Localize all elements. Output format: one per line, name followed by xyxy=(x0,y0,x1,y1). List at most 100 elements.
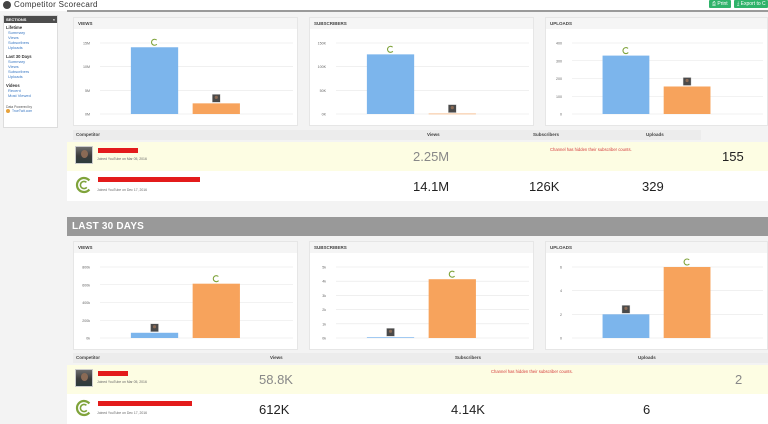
download-icon: ⤓ xyxy=(737,1,740,7)
tick-label: 600k xyxy=(82,283,90,287)
chart-title: VIEWS xyxy=(74,242,297,253)
bar xyxy=(366,54,415,114)
joined-date: Joined YouTube on Dec 17, 2016 xyxy=(97,188,148,192)
col-uploads: Uploads xyxy=(646,132,664,137)
table-row[interactable]: Joined YouTube on Dec 17, 2016 14.1M 126… xyxy=(67,171,768,201)
bar xyxy=(366,337,415,338)
powered-by-link-label: TrueTwit.com xyxy=(12,109,33,113)
tick-label: 100K xyxy=(318,65,327,69)
bar xyxy=(130,332,179,338)
col-views: Views xyxy=(427,132,440,137)
last30-uploads-chart: UPLOADS 6 4 2 0 xyxy=(545,241,768,350)
views-value: 612K xyxy=(259,402,290,417)
sidebar-item-uploads-30[interactable]: Uploads xyxy=(8,74,23,79)
sidebar-item-uploads[interactable]: Uploads xyxy=(8,45,23,50)
sidebar-item-subscribers[interactable]: Subscribers xyxy=(8,40,30,45)
avatar-face xyxy=(685,78,689,83)
sidebar-item-summary[interactable]: Summary xyxy=(8,30,26,35)
col-uploads: Uploads xyxy=(638,355,656,360)
collapse-icon[interactable]: « xyxy=(52,17,55,22)
chart-title: UPLOADS xyxy=(546,242,767,253)
tick-label: 2k xyxy=(322,308,326,312)
views-chart-svg: 15M 10M 5M 0M xyxy=(83,38,293,117)
subscribers-chart-svg: 5k 4k 3k 2k 1k 0k xyxy=(322,266,529,341)
logo-ring xyxy=(622,47,630,55)
views-chart-svg: 800k 600k 400k 200k 0k xyxy=(82,266,293,341)
col-subscribers: Subscribers xyxy=(533,132,560,137)
chart-title: UPLOADS xyxy=(546,18,767,29)
top-bar: Competitor Scorecard ⎙ Print ⤓ Export to… xyxy=(0,0,768,11)
uploads-value: 329 xyxy=(642,179,664,194)
table-row[interactable]: Joined YouTube on Mar 05, 2016 58.8K Cha… xyxy=(67,365,768,394)
tick-label: 400 xyxy=(556,42,562,46)
table-row[interactable]: Joined YouTube on Mar 05, 2016 2.25M Cha… xyxy=(67,142,768,171)
sidebar-item-most-viewed[interactable]: Most Viewed xyxy=(8,93,31,98)
data-powered-by: Data Powered by xyxy=(6,105,33,109)
views-value: 2.25M xyxy=(413,149,450,164)
c-logo-icon xyxy=(212,274,221,283)
tick-label: 3k xyxy=(322,294,326,298)
redacted-channel-name xyxy=(98,177,200,182)
bar xyxy=(192,283,240,338)
tick-label: 2 xyxy=(560,313,562,317)
chart-title: VIEWS xyxy=(74,18,297,29)
sidebar-item-views[interactable]: Views xyxy=(8,35,19,40)
icon-bg xyxy=(448,270,457,279)
subscribers-hidden-note: Channel has hidden their subscriber coun… xyxy=(491,369,573,374)
export-button[interactable]: ⤓ Export to C xyxy=(734,0,768,8)
tick-label: 50K xyxy=(320,89,327,93)
c-logo-icon xyxy=(75,399,93,417)
sidebar-group-last30: Last 30 Days xyxy=(6,54,32,59)
avatar xyxy=(75,146,93,164)
avatar-icon xyxy=(386,328,395,337)
redacted-channel-name xyxy=(98,371,128,376)
c-logo-icon xyxy=(386,45,395,54)
sidebar-item-views-30[interactable]: Views xyxy=(8,64,19,69)
logo-ring xyxy=(212,275,220,283)
avatar-icon xyxy=(448,104,457,113)
avatar-face xyxy=(624,306,628,310)
tick-label: 200 xyxy=(556,77,562,81)
subscribers-value: 126K xyxy=(529,179,560,194)
c-logo-icon xyxy=(150,38,159,47)
tick-label: 150K xyxy=(318,42,327,46)
joined-date: Joined YouTube on Mar 05, 2016 xyxy=(97,380,147,384)
bar xyxy=(663,267,711,338)
sidebar-item-subscribers-30[interactable]: Subscribers xyxy=(8,69,30,74)
tick-label: 0K xyxy=(322,113,327,117)
joined-date: Joined YouTube on Mar 05, 2016 xyxy=(97,157,147,161)
col-subscribers: Subscribers xyxy=(455,355,482,360)
powered-by-link[interactable]: TrueTwit.com xyxy=(4,109,57,113)
tick-label: 1k xyxy=(322,322,326,326)
table-row[interactable]: Joined YouTube on Dec 17, 2016 612K 4.14… xyxy=(67,394,768,424)
avatar xyxy=(75,369,93,387)
sidebar-group-lifetime: Lifetime xyxy=(6,25,23,30)
bar xyxy=(130,47,179,114)
bar xyxy=(602,314,650,338)
bar xyxy=(192,103,240,114)
tick-label: 0 xyxy=(560,337,562,341)
avatar-face xyxy=(450,106,454,110)
col-views: Views xyxy=(270,355,283,360)
last30-views-chart: VIEWS 800k 600k 400k 200k 0k xyxy=(73,241,298,350)
icon-bg xyxy=(621,46,630,55)
c-logo-icon xyxy=(448,270,457,279)
logo-ring xyxy=(683,258,691,266)
sidebar-item-recent[interactable]: Recent xyxy=(8,88,21,93)
bar xyxy=(428,113,476,115)
sidebar-item-summary-30[interactable]: Summary xyxy=(8,59,26,64)
print-button[interactable]: ⎙ Print xyxy=(709,0,731,8)
sections-sidebar: SECTIONS « Lifetime Summary Views Subscr… xyxy=(3,15,58,128)
bar xyxy=(428,279,476,338)
tick-label: 6 xyxy=(560,266,562,270)
bar xyxy=(602,55,650,114)
lifetime-uploads-chart: UPLOADS 400 300 200 100 0 xyxy=(545,17,768,126)
tick-label: 4k xyxy=(322,280,326,284)
avatar-icon xyxy=(621,305,631,314)
uploads-value: 6 xyxy=(643,402,651,417)
avatar-icon xyxy=(212,94,221,103)
uploads-value: 2 xyxy=(735,372,743,387)
views-value: 58.8K xyxy=(259,372,293,387)
lifetime-table-header: Competitor Views Subscribers Uploads xyxy=(73,130,701,140)
views-value: 14.1M xyxy=(413,179,450,194)
